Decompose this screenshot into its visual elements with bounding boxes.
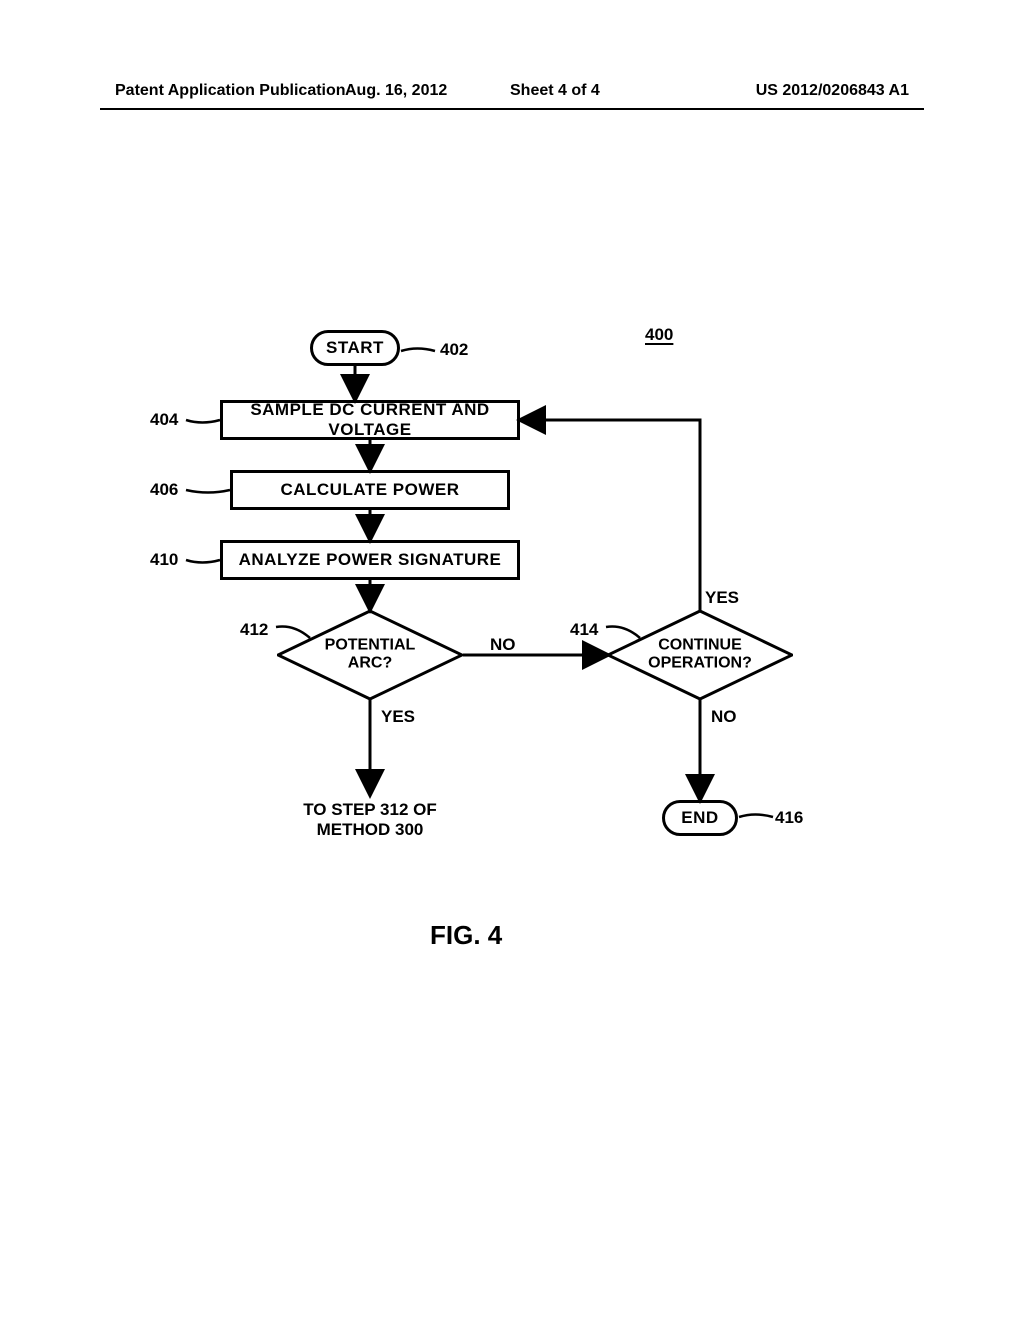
end-terminator: END [662, 800, 738, 836]
ref-402: 402 [440, 340, 468, 360]
arc-decision: POTENTIAL ARC? [277, 610, 463, 700]
arc-no-label: NO [490, 635, 516, 655]
calc-process: CALCULATE POWER [230, 470, 510, 510]
figure-caption: FIG. 4 [430, 920, 502, 951]
leader-402 [399, 346, 437, 356]
method-ref: 400 [645, 325, 673, 345]
ref-416: 416 [775, 808, 803, 828]
header-publication: Patent Application Publication [115, 82, 346, 100]
ref-412: 412 [240, 620, 268, 640]
leader-416 [737, 812, 775, 822]
start-label: START [326, 338, 384, 358]
header-docnum: US 2012/0206843 A1 [756, 82, 909, 100]
exit-text: TO STEP 312 OF METHOD 300 [290, 800, 450, 841]
ref-406: 406 [150, 480, 178, 500]
leader-404 [184, 415, 222, 425]
arc-yes-label: YES [381, 707, 415, 727]
cont-no-label: NO [711, 707, 737, 727]
start-terminator: START [310, 330, 400, 366]
ref-404: 404 [150, 410, 178, 430]
leader-406 [184, 485, 232, 495]
cont-yes-label: YES [705, 588, 739, 608]
analyze-label: ANALYZE POWER SIGNATURE [239, 550, 502, 570]
sample-process: SAMPLE DC CURRENT AND VOLTAGE [220, 400, 520, 440]
continue-label: CONTINUE OPERATION? [607, 637, 793, 674]
arc-label: POTENTIAL ARC? [277, 637, 463, 674]
page: Patent Application Publication Aug. 16, … [0, 0, 1024, 1320]
continue-decision: CONTINUE OPERATION? [607, 610, 793, 700]
calc-label: CALCULATE POWER [280, 480, 459, 500]
analyze-process: ANALYZE POWER SIGNATURE [220, 540, 520, 580]
header-rule [100, 108, 924, 110]
ref-414: 414 [570, 620, 598, 640]
leader-410 [184, 555, 222, 565]
header-date: Aug. 16, 2012 [345, 82, 447, 100]
end-label: END [681, 808, 718, 828]
flowchart: 400 START 402 SAMPLE DC CURRENT AND VOLT… [120, 310, 900, 960]
ref-410: 410 [150, 550, 178, 570]
sample-label: SAMPLE DC CURRENT AND VOLTAGE [223, 400, 517, 440]
header-sheet: Sheet 4 of 4 [510, 82, 600, 100]
